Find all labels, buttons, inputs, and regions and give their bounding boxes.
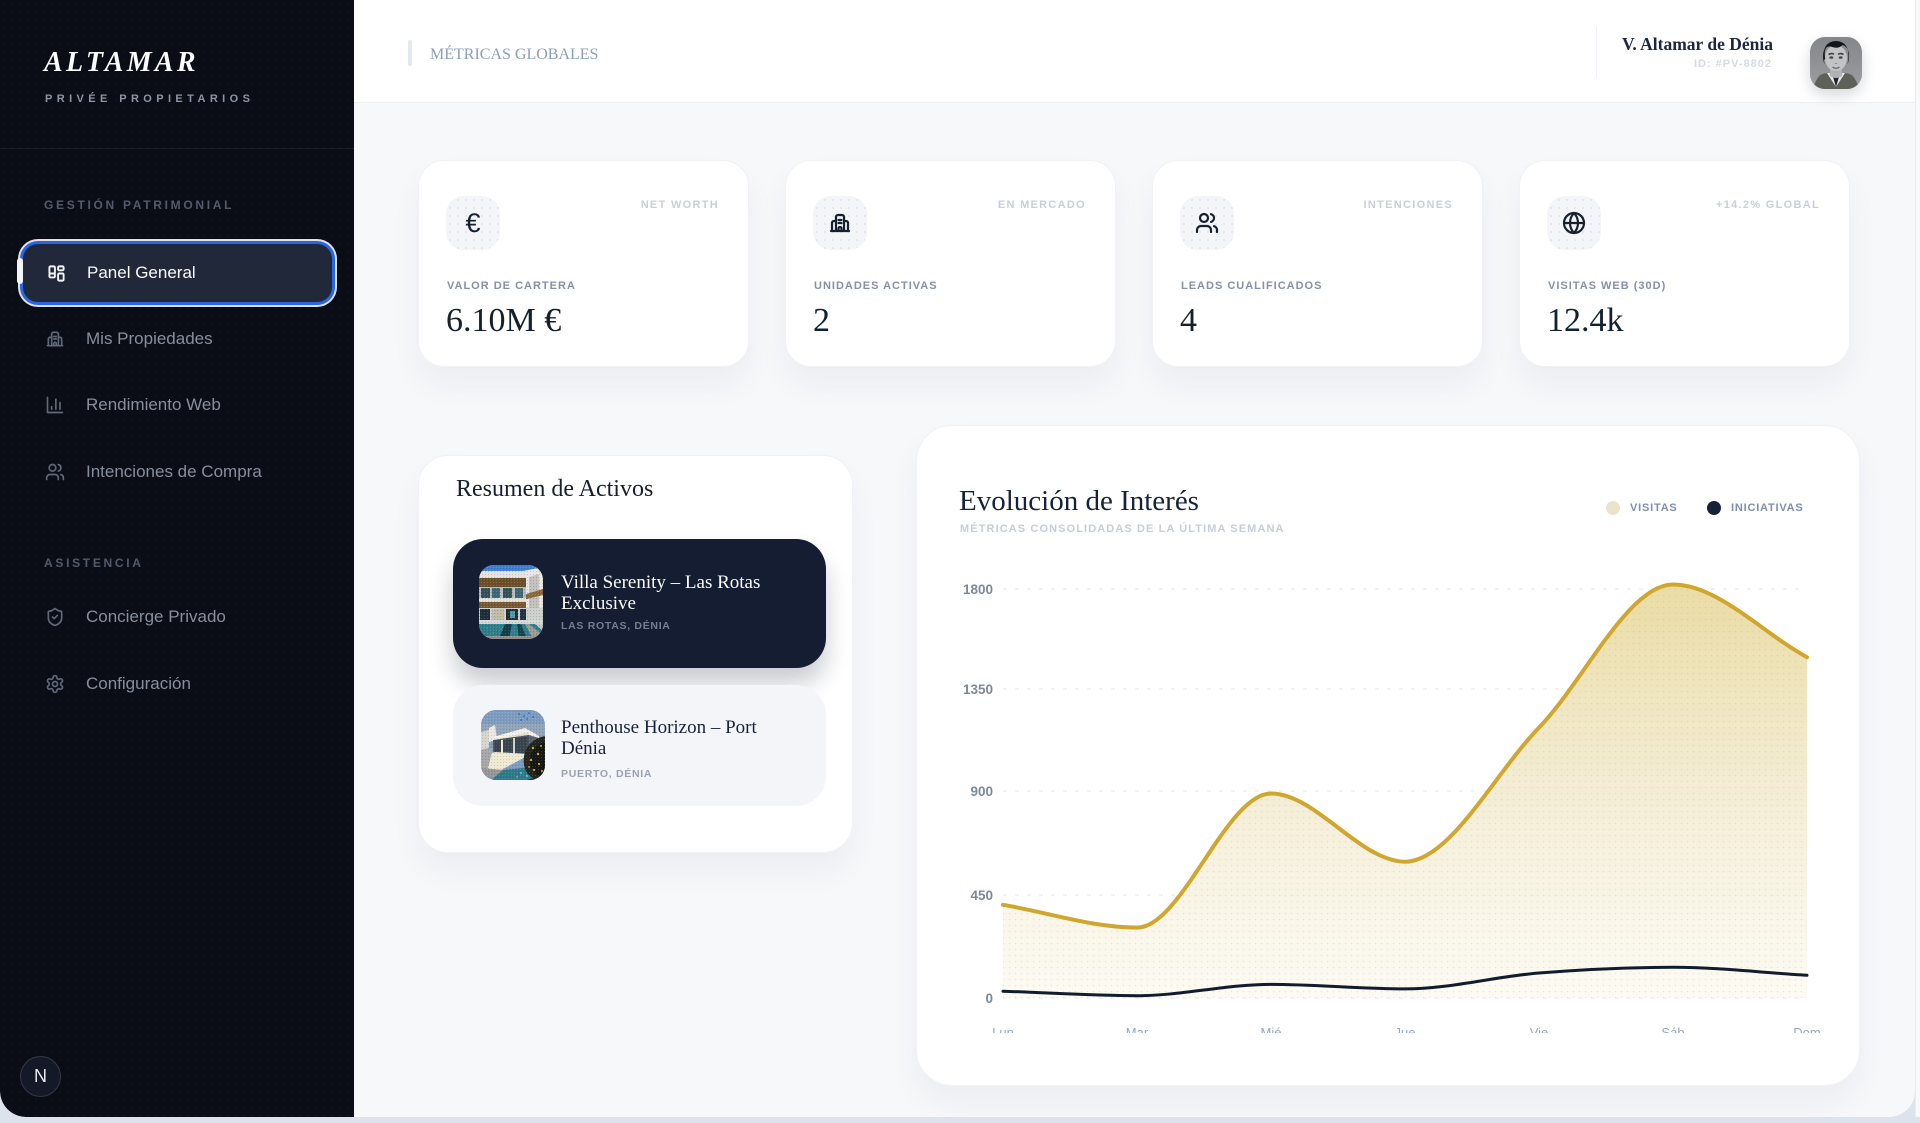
svg-text:Dom: Dom (1793, 1025, 1820, 1033)
svg-text:Vie: Vie (1530, 1025, 1549, 1033)
svg-text:450: 450 (970, 888, 993, 903)
svg-text:1350: 1350 (963, 682, 993, 697)
svg-text:1800: 1800 (963, 582, 993, 597)
svg-text:Jue: Jue (1395, 1025, 1416, 1033)
svg-text:Sáb: Sáb (1661, 1025, 1684, 1033)
svg-text:900: 900 (970, 784, 993, 799)
svg-text:Mié: Mié (1261, 1025, 1282, 1033)
svg-text:Lun: Lun (992, 1025, 1014, 1033)
svg-text:Mar: Mar (1126, 1025, 1149, 1033)
svg-text:0: 0 (985, 991, 993, 1006)
